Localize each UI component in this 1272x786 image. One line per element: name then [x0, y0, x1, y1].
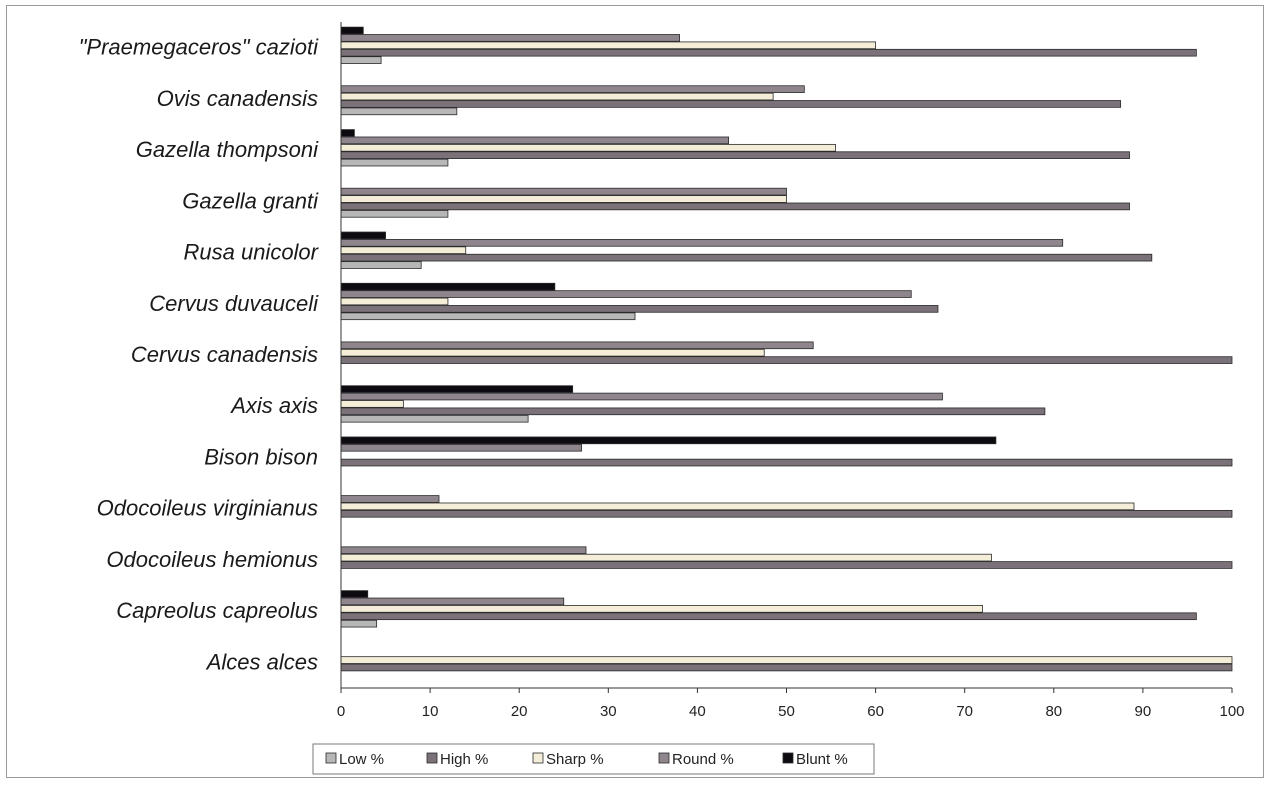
x-tick-label: 90	[1135, 703, 1152, 720]
bar-sharp-cervus-duvauceli	[340, 297, 449, 306]
category-label: Axis axis	[229, 393, 318, 418]
legend-label-high: High %	[440, 751, 488, 768]
x-tick-label: 10	[422, 703, 439, 720]
category-label: Bison bison	[204, 445, 318, 470]
category-label: Gazella granti	[182, 188, 319, 213]
bar-round-gazella-thompsoni	[340, 136, 729, 145]
bar-blunt-praemegaceros-cazioti	[340, 26, 364, 35]
x-tick-label: 20	[511, 703, 528, 720]
bar-round-cervus-canadensis	[340, 341, 814, 350]
bar-sharp-ovis-canadensis	[340, 92, 774, 101]
x-tick-label: 60	[867, 703, 884, 720]
bar-blunt-cervus-duvauceli	[340, 282, 556, 291]
x-tick-label: 30	[600, 703, 617, 720]
bar-low-rusa-unicolor	[340, 261, 422, 269]
category-label: Odocoileus virginianus	[97, 496, 318, 521]
category-label: Cervus duvauceli	[149, 291, 319, 316]
bar-high-capreolus-capreolus	[340, 612, 1197, 621]
category-label: Capreolus capreolus	[116, 598, 318, 623]
bar-blunt-rusa-unicolor	[340, 231, 386, 240]
x-axis-ticks: 0 10 20 30 40 50 60 70 80 90 100	[337, 688, 1245, 720]
x-tick-label: 0	[337, 703, 345, 720]
legend-swatch-low	[325, 752, 337, 764]
bar-high-rusa-unicolor	[340, 253, 1153, 262]
bar-sharp-alces-alces	[340, 656, 1233, 664]
bar-sharp-praemegaceros-cazioti	[340, 41, 876, 50]
bar-high-axis-axis	[340, 407, 1046, 416]
category-label: Rusa unicolor	[183, 240, 319, 265]
legend-swatch-blunt	[782, 752, 794, 764]
category-label: Gazella thompsoni	[136, 137, 319, 162]
bar-round-odocoileus-hemionus	[340, 546, 587, 555]
bar-high-ovis-canadensis	[340, 100, 1122, 108]
bar-sharp-cervus-canadensis	[340, 348, 765, 357]
bar-low-cervus-duvauceli	[340, 312, 636, 321]
bar-sharp-gazella-granti	[340, 195, 787, 203]
bar-low-gazella-granti	[340, 210, 449, 218]
legend-box	[312, 743, 875, 775]
bar-high-praemegaceros-cazioti	[340, 48, 1197, 57]
bar-round-odocoileus-virginianus	[340, 495, 440, 503]
bar-high-cervus-canadensis	[340, 356, 1233, 364]
bar-sharp-rusa-unicolor	[340, 246, 467, 255]
bar-round-axis-axis	[340, 392, 943, 401]
x-tick-label: 100	[1219, 703, 1244, 720]
legend-swatch-sharp	[532, 752, 544, 764]
bar-high-alces-alces	[340, 663, 1233, 672]
x-tick-label: 70	[956, 703, 973, 720]
bar-low-praemegaceros-cazioti	[340, 56, 382, 64]
category-labels: "Praemegaceros" cazioti Ovis canadensis Ga…	[79, 35, 320, 675]
legend-label-low: Low %	[339, 751, 384, 768]
bar-high-odocoileus-virginianus	[340, 509, 1233, 518]
bar-sharp-odocoileus-virginianus	[340, 502, 1135, 511]
category-label: Cervus canadensis	[131, 342, 318, 367]
bar-round-praemegaceros-cazioti	[340, 34, 680, 42]
bar-blunt-gazella-thompsoni	[340, 129, 355, 137]
bar-high-gazella-thompsoni	[340, 151, 1130, 159]
category-label: "Praemegaceros" cazioti	[79, 35, 320, 60]
bar-low-axis-axis	[340, 414, 529, 423]
bar-high-odocoileus-hemionus	[340, 561, 1233, 569]
x-tick-label: 40	[689, 703, 706, 720]
bar-sharp-odocoileus-hemionus	[340, 553, 992, 562]
legend-swatch-high	[426, 752, 438, 764]
bar-low-gazella-thompsoni	[340, 158, 449, 167]
bar-round-ovis-canadensis	[340, 85, 805, 93]
bar-high-gazella-granti	[340, 202, 1130, 211]
x-tick-label: 50	[778, 703, 795, 720]
bar-high-cervus-duvauceli	[340, 305, 939, 313]
bar-low-ovis-canadensis	[340, 107, 458, 116]
legend-label-round: Round %	[672, 751, 734, 768]
legend-label-sharp: Sharp %	[546, 751, 604, 768]
bar-sharp-gazella-thompsoni	[340, 143, 836, 152]
category-label: Alces alces	[205, 649, 318, 674]
bar-round-gazella-granti	[340, 187, 787, 196]
category-label: Ovis canadensis	[157, 86, 318, 111]
bar-low-capreolus-capreolus	[340, 619, 378, 628]
bar-sharp-axis-axis	[340, 400, 404, 408]
x-tick-label: 80	[1045, 703, 1062, 720]
bar-sharp-capreolus-capreolus	[340, 605, 983, 613]
bar-high-bison-bison	[340, 458, 1233, 467]
bar-round-cervus-duvauceli	[340, 290, 912, 298]
category-label: Odocoileus hemionus	[106, 547, 318, 572]
bar-round-capreolus-capreolus	[340, 597, 565, 606]
bar-blunt-capreolus-capreolus	[340, 590, 369, 598]
bar-blunt-bison-bison	[340, 436, 997, 445]
bar-round-rusa-unicolor	[340, 239, 1064, 247]
legend-label-blunt: Blunt %	[796, 751, 848, 768]
bar-round-bison-bison	[340, 443, 582, 452]
bar-blunt-axis-axis	[340, 385, 574, 393]
legend: Low % High % Sharp % Round % Blunt %	[312, 743, 875, 775]
legend-swatch-round	[658, 752, 670, 764]
